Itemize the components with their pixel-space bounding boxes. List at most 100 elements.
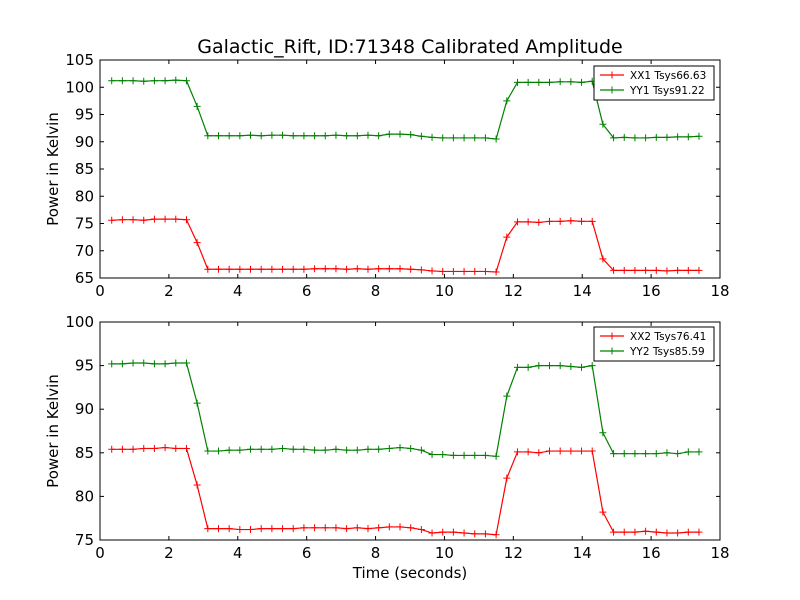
data-point <box>257 132 265 140</box>
data-point <box>364 445 372 453</box>
x-tick-label: 6 <box>302 282 312 300</box>
data-point <box>311 265 319 273</box>
x-tick-label: 18 <box>710 282 729 300</box>
data-point <box>140 77 148 85</box>
data-point <box>300 265 308 273</box>
data-point <box>150 444 158 452</box>
data-point <box>471 530 479 538</box>
data-point <box>567 447 575 455</box>
y-tick-label: 100 <box>65 313 94 331</box>
data-point <box>375 445 383 453</box>
data-point <box>556 447 564 455</box>
data-point <box>599 508 607 516</box>
data-point <box>289 445 297 453</box>
data-point <box>353 524 361 532</box>
data-point <box>652 450 660 458</box>
data-point <box>214 525 222 533</box>
data-point <box>172 359 180 367</box>
data-point <box>343 446 351 454</box>
data-point <box>503 97 511 105</box>
data-point <box>204 265 212 273</box>
plot-frame <box>99 321 721 541</box>
data-point <box>364 525 372 533</box>
x-tick-label: 14 <box>573 544 592 562</box>
data-point <box>417 132 425 140</box>
data-point <box>556 362 564 370</box>
data-point <box>332 445 340 453</box>
data-point <box>353 132 361 140</box>
data-point <box>311 524 319 532</box>
data-point <box>546 362 553 370</box>
data-point <box>118 445 126 453</box>
data-point <box>268 525 276 533</box>
data-point <box>439 528 447 536</box>
legend-label: XX1 Tsys66.63 <box>630 70 706 82</box>
data-point <box>417 526 425 534</box>
data-point <box>449 134 457 142</box>
legend: XX1 Tsys66.63 YY1 Tsys91.22 <box>593 65 715 101</box>
data-point <box>247 445 255 453</box>
data-point <box>439 267 447 275</box>
y-tick-label: 95 <box>75 357 94 375</box>
series-line-1 <box>111 218 699 273</box>
x-tick-label: 4 <box>233 544 243 562</box>
chart-title: Galactic_Rift, ID:71348 Calibrated Ampli… <box>197 36 622 58</box>
data-point <box>546 78 553 86</box>
data-point <box>417 266 425 274</box>
data-point <box>161 215 169 223</box>
data-point <box>108 77 116 85</box>
data-point <box>353 265 361 273</box>
legend-label: YY2 Tsys85.59 <box>629 346 705 358</box>
data-point <box>182 359 190 367</box>
data-point <box>513 363 521 371</box>
x-tick-label: 10 <box>435 282 454 300</box>
data-point <box>684 528 692 536</box>
data-point <box>524 363 532 371</box>
data-point <box>674 450 682 458</box>
data-point <box>695 448 703 456</box>
data-point <box>588 217 596 225</box>
data-point <box>161 77 169 85</box>
x-tick-label: 12 <box>504 544 523 562</box>
x-tick-label: 16 <box>642 282 661 300</box>
data-point <box>321 446 329 454</box>
data-point <box>439 134 447 142</box>
data-point <box>578 363 586 371</box>
data-point <box>460 134 468 142</box>
data-point <box>631 266 639 274</box>
data-point <box>663 529 671 537</box>
data-point <box>610 450 618 458</box>
data-point <box>225 525 233 533</box>
data-point <box>695 528 703 536</box>
data-point <box>108 216 116 224</box>
y-tick-label: 65 <box>75 269 94 287</box>
data-point <box>588 447 596 455</box>
y-tick-label: 75 <box>75 531 94 549</box>
legend-marker <box>608 71 616 79</box>
data-point <box>695 132 703 140</box>
data-point <box>503 474 511 482</box>
data-point <box>631 134 639 142</box>
data-point <box>150 215 158 223</box>
x-tick-label: 8 <box>371 544 381 562</box>
data-point <box>481 267 489 275</box>
data-point <box>214 132 222 140</box>
data-point <box>417 446 425 454</box>
data-point <box>332 524 340 532</box>
data-point <box>204 447 212 455</box>
data-point <box>524 448 532 456</box>
data-point <box>684 133 692 141</box>
data-point <box>182 77 190 85</box>
data-point <box>247 131 255 139</box>
data-point <box>407 265 415 273</box>
x-tick-label: 12 <box>504 282 523 300</box>
y-tick-label: 90 <box>75 400 94 418</box>
data-point <box>279 525 287 533</box>
data-point <box>268 265 276 273</box>
data-point <box>193 399 201 407</box>
data-point <box>225 446 233 454</box>
y-tick-label: 80 <box>75 487 94 505</box>
data-point <box>140 444 148 452</box>
data-point <box>460 529 468 537</box>
